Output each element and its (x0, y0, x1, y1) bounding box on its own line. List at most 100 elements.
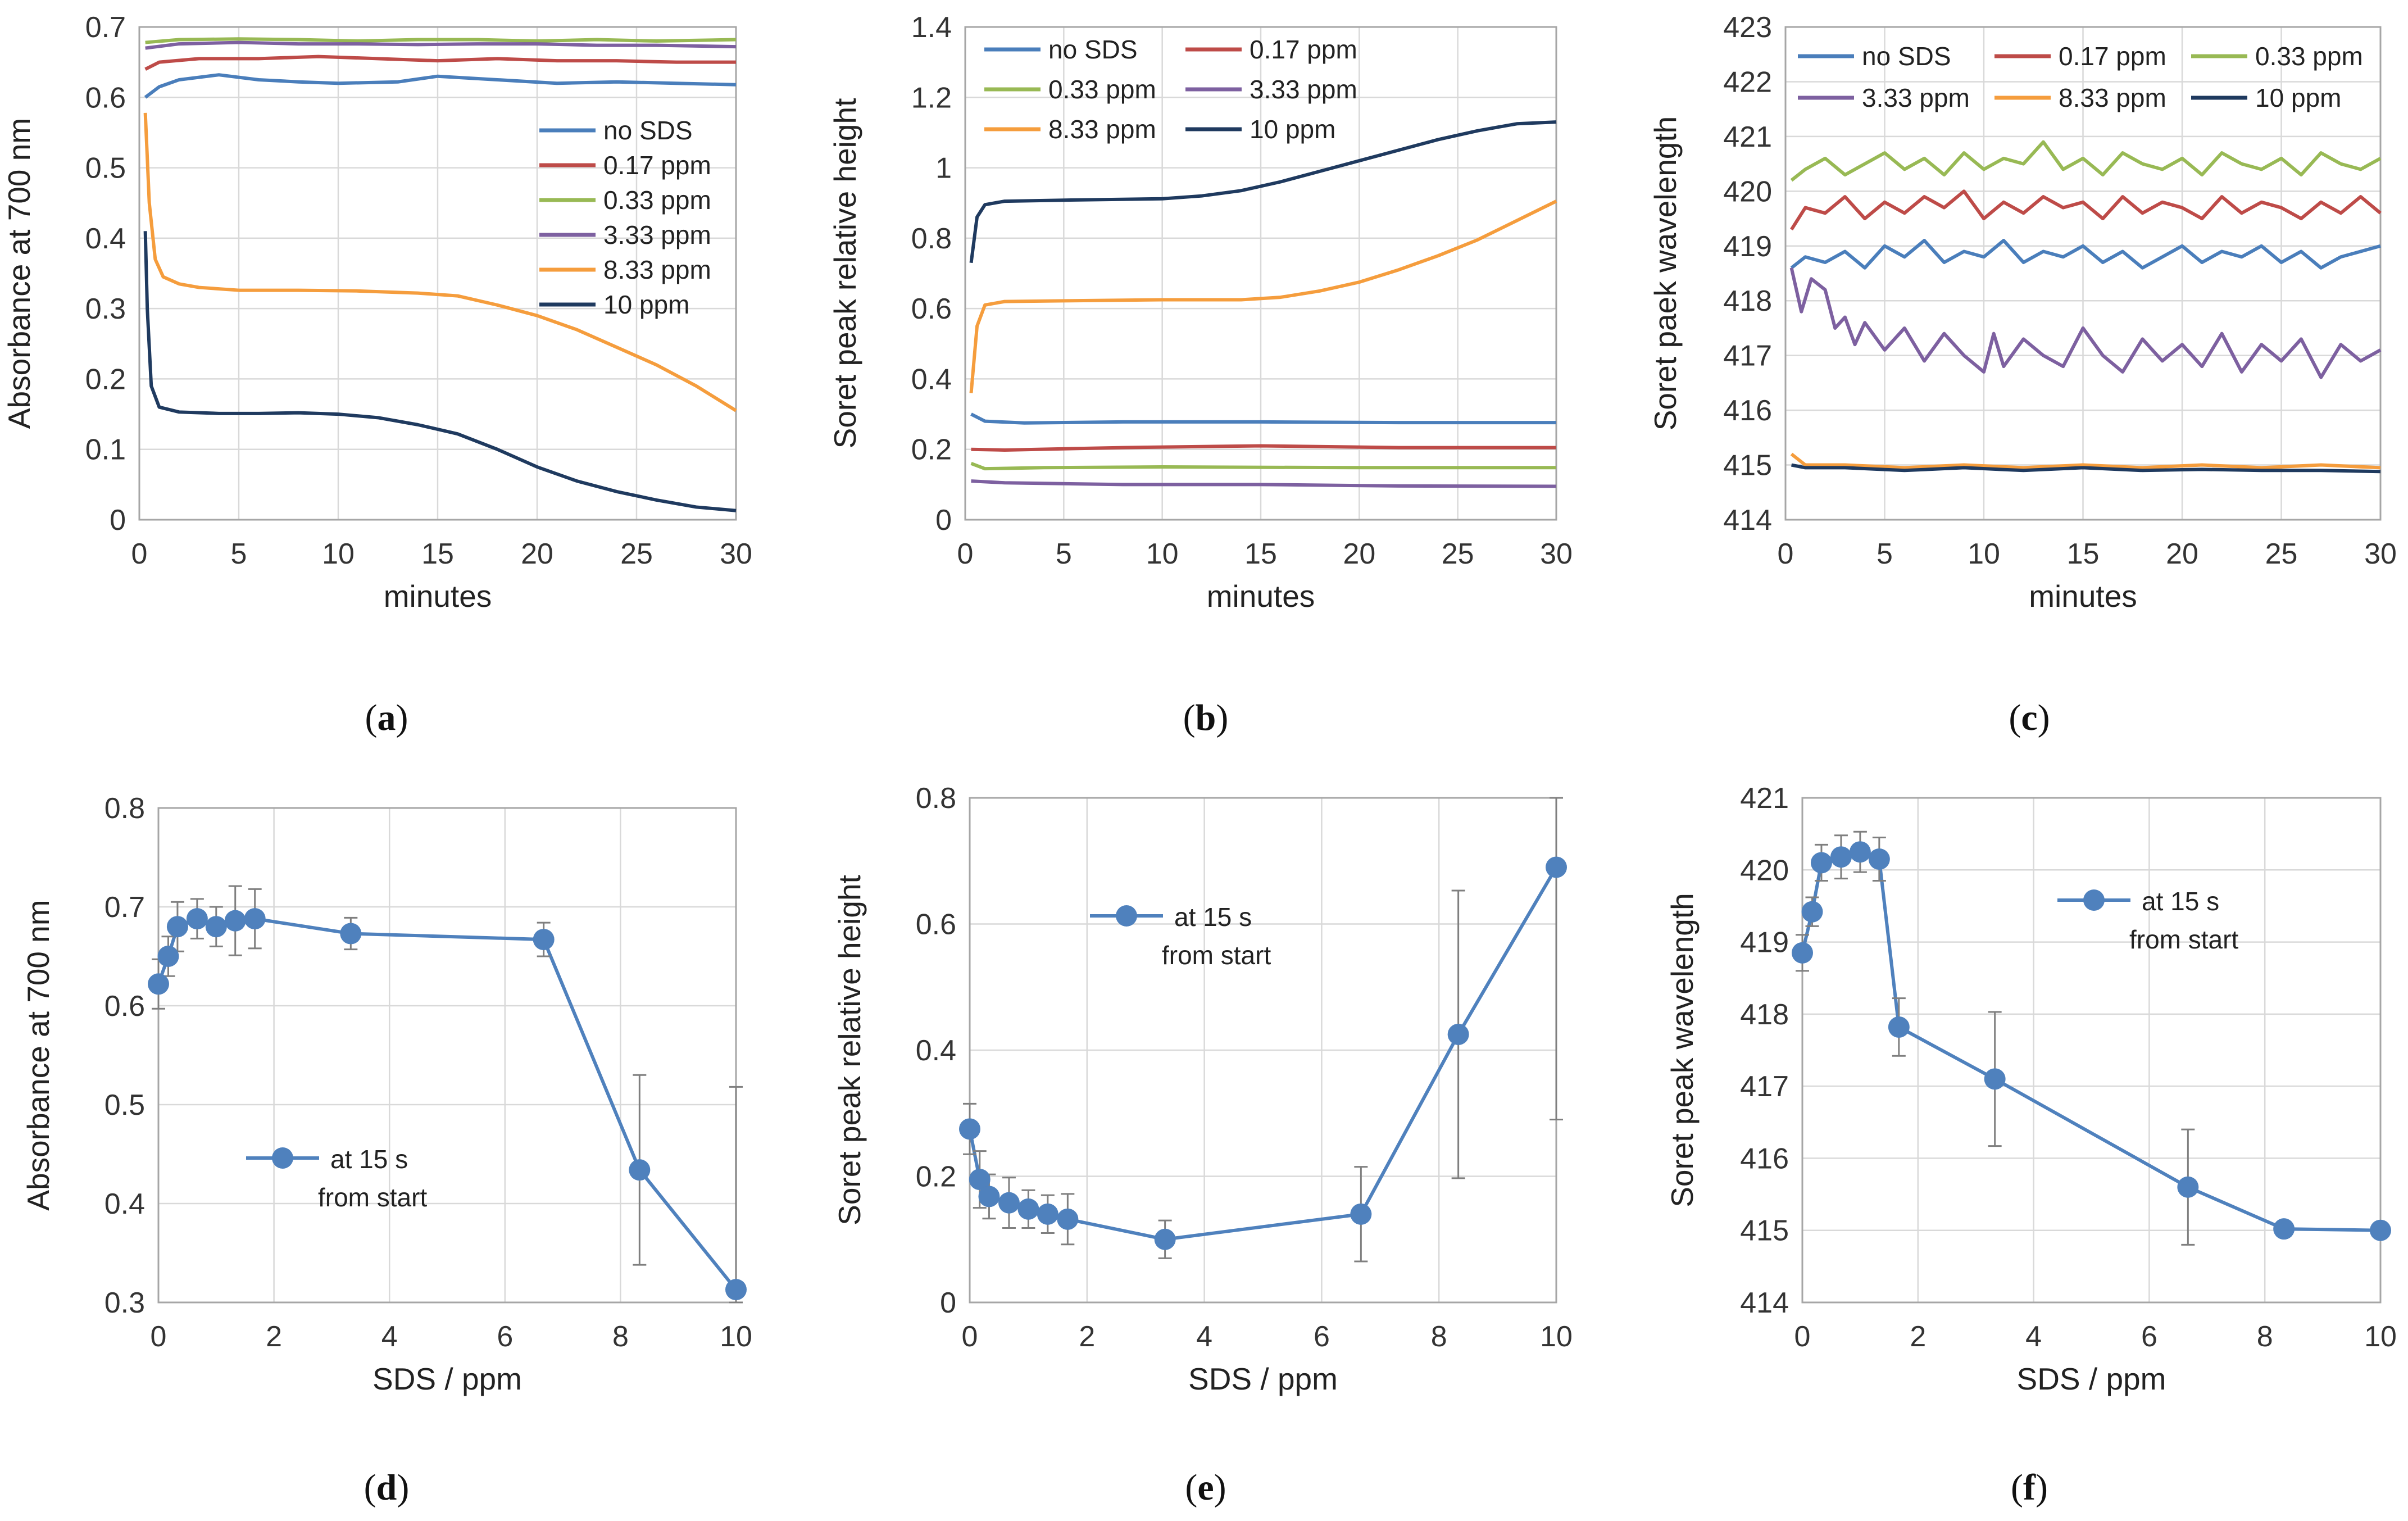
legend-label: 10 ppm (2255, 83, 2341, 112)
data-point (969, 1169, 991, 1191)
x-tick-label: 20 (1343, 538, 1375, 570)
data-point (978, 1186, 1000, 1207)
data-point (1792, 942, 1813, 964)
x-tick-label: 25 (1442, 538, 1474, 570)
y-tick-label: 419 (1723, 230, 1772, 263)
x-tick-label: 15 (421, 538, 454, 570)
data-point (998, 1192, 1020, 1214)
x-tick-label: 0 (1794, 1320, 1811, 1353)
x-tick-label: 10 (1540, 1320, 1573, 1353)
y-axis-label: Soret paek wavelength (1648, 116, 1683, 431)
series-line-no-sds (970, 412, 1556, 425)
x-tick-label: 2 (266, 1320, 282, 1353)
legend-label: from start (318, 1183, 427, 1212)
y-tick-label: 414 (1740, 1287, 1789, 1319)
x-tick-label: 5 (231, 538, 247, 570)
legend-swatch-marker (1116, 905, 1137, 927)
data-point (1801, 901, 1823, 923)
series-line-8.33-ppm (143, 112, 737, 412)
series-line-10-ppm (143, 231, 737, 512)
plot-frame (964, 26, 1557, 521)
legend-label: at 15 s (1174, 902, 1252, 932)
data-point (186, 908, 208, 930)
data-point (1830, 846, 1852, 868)
x-tick-label: 30 (2364, 538, 2397, 570)
y-tick-label: 0 (935, 504, 952, 537)
series-line-0.17-ppm (971, 444, 1556, 452)
data-point (725, 1279, 747, 1301)
y-tick-label: 0.6 (916, 909, 956, 941)
x-tick-label: 0 (151, 1320, 167, 1353)
x-tick-label: 6 (1314, 1320, 1330, 1353)
x-tick-label: 0 (957, 538, 974, 570)
x-tick-label: 0 (131, 538, 148, 570)
y-tick-label: 0.8 (105, 792, 145, 825)
y-tick-label: 418 (1740, 998, 1789, 1031)
y-tick-label: 0.6 (85, 81, 126, 114)
x-axis-label: SDS / ppm (2017, 1361, 2166, 1396)
series-line-0.33-ppm (970, 461, 1556, 471)
data-point (1849, 841, 1871, 863)
series-line-0.33-ppm (1790, 140, 2382, 182)
y-tick-label: 1.4 (911, 11, 952, 44)
y-tick-label: 0.6 (911, 293, 952, 325)
x-tick-label: 5 (1877, 538, 1893, 570)
x-tick-label: 6 (497, 1320, 513, 1353)
y-tick-label: 0.3 (105, 1287, 145, 1319)
series-line-0.33-ppm (145, 37, 737, 44)
x-tick-label: 8 (612, 1320, 629, 1353)
y-tick-label: 416 (1723, 394, 1772, 427)
legend-label: 8.33 ppm (603, 255, 711, 284)
plot-frame (157, 807, 737, 1304)
y-tick-label: 0.5 (105, 1089, 145, 1122)
y-tick-label: 423 (1723, 11, 1772, 44)
legend-label: 8.33 ppm (1048, 115, 1156, 144)
y-tick-label: 0.6 (105, 990, 145, 1023)
chart-f: 0 2 4 6 8 10 414 415 416 417 418 419 420 421 SDS / ppm… (1665, 782, 2397, 1396)
x-tick-label: 4 (2025, 1320, 2042, 1353)
legend-label: no SDS (603, 116, 693, 145)
y-tick-label: 0.4 (105, 1188, 145, 1220)
x-tick-label: 6 (2141, 1320, 2157, 1353)
y-tick-label: 0.7 (85, 11, 126, 44)
chart-c: 0 5 10 15 20 25 30 414 415 416 417 418 419 420 421 422 4… (1648, 11, 2397, 614)
x-tick-label: 4 (381, 1320, 398, 1353)
y-tick-label: 415 (1740, 1215, 1789, 1247)
series-line-8.33-ppm (1790, 452, 2381, 470)
series-line-3.33-ppm (971, 479, 1557, 488)
legend-label: 0.17 ppm (603, 151, 711, 180)
data-point (157, 946, 179, 967)
x-tick-label: 2 (1079, 1320, 1095, 1353)
x-axis-label: minutes (2029, 579, 2137, 614)
y-tick-label: 418 (1723, 285, 1772, 317)
chart-e: 0 2 4 6 8 10 0 0.2 0.4 0.6 0.8 SDS / ppm Soret peak … (832, 782, 1573, 1396)
legend-label: 0.33 ppm (2255, 42, 2363, 71)
legend-label: 0.33 ppm (1048, 75, 1156, 104)
legend-label: 10 ppm (603, 290, 689, 319)
y-tick-label: 0.7 (105, 891, 145, 924)
y-tick-label: 0.4 (911, 363, 952, 396)
x-tick-label: 15 (1244, 538, 1277, 570)
data-point (205, 916, 227, 938)
data-point (1888, 1016, 1910, 1038)
x-axis-label: SDS / ppm (372, 1361, 522, 1396)
x-axis-label: SDS / ppm (1188, 1361, 1338, 1396)
y-tick-label: 417 (1740, 1070, 1789, 1103)
panel-label-d: (d) (364, 1467, 410, 1508)
legend-label: from start (2129, 925, 2238, 954)
x-tick-label: 0 (962, 1320, 978, 1353)
y-axis-label: Absorbance at 700 nm (21, 900, 56, 1210)
y-axis-label: Soret peak relative height (828, 98, 862, 449)
x-tick-label: 0 (1778, 538, 1794, 570)
series-line-10-ppm (969, 120, 1557, 264)
y-tick-label: 414 (1723, 504, 1772, 537)
data-point (1447, 1023, 1469, 1045)
y-tick-label: 0 (940, 1287, 956, 1319)
data-point (2177, 1176, 2199, 1198)
x-tick-label: 30 (720, 538, 752, 570)
data-point (1810, 852, 1832, 874)
legend-label: 0.33 ppm (603, 185, 711, 215)
x-tick-label: 10 (322, 538, 355, 570)
